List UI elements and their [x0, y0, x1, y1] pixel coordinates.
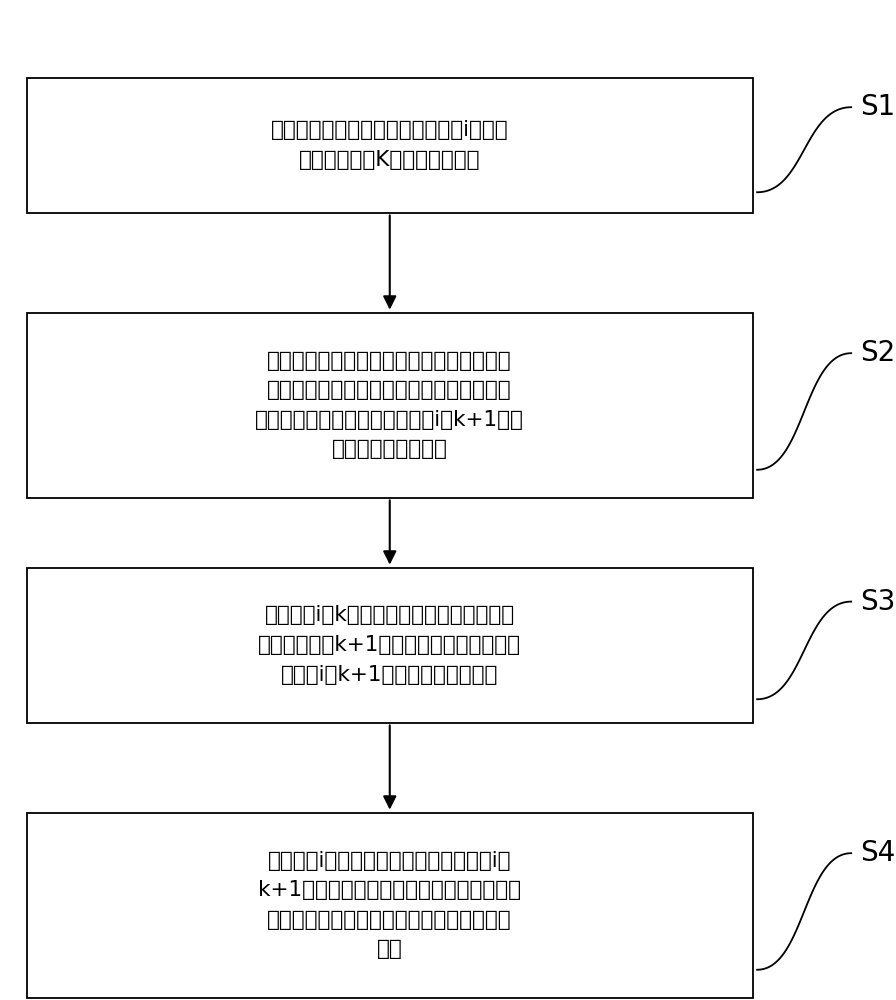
Text: S1: S1 [860, 93, 895, 121]
FancyArrowPatch shape [384, 725, 395, 807]
Bar [27, 312, 753, 498]
Text: S4: S4 [860, 839, 895, 867]
FancyArrowPatch shape [384, 500, 395, 562]
Text: S2: S2 [860, 339, 895, 367]
Text: 采集机房内每个机柜的实时环境温度值，根
据每个机柜的环境温度值和对应的预设标准
温度值计算所有机柜对应于空调i在k+1时刻
的环境温度偏差系数: 采集机房内每个机柜的实时环境温度值，根 据每个机柜的环境温度值和对应的预设标准 … [255, 351, 524, 459]
Text: S3: S3 [860, 588, 895, 616]
Text: 根据空调i在k时刻的功率系数和作为其作用
对象的机柜在k+1时刻的温度偏差系数计算
出空调i在k+1时刻的温度控制因子: 根据空调i在k时刻的功率系数和作为其作用 对象的机柜在k+1时刻的温度偏差系数计… [258, 605, 521, 685]
Bar [27, 568, 753, 722]
Text: 根据空调i的温度控制因子反馈控制空调i在
k+1时刻的实时功率，重复上述步骤，使得
机柜的环境温度在预设标准温度处保持动态
平衡: 根据空调i的温度控制因子反馈控制空调i在 k+1时刻的实时功率，重复上述步骤，使… [258, 851, 521, 959]
FancyArrowPatch shape [384, 215, 395, 307]
Text: 采集空调的实时功率，并根据空调i的实时
功率计算其在K时刻的功率系数: 采集空调的实时功率，并根据空调i的实时 功率计算其在K时刻的功率系数 [271, 120, 509, 170]
Bar [27, 812, 753, 998]
Bar [27, 78, 753, 213]
